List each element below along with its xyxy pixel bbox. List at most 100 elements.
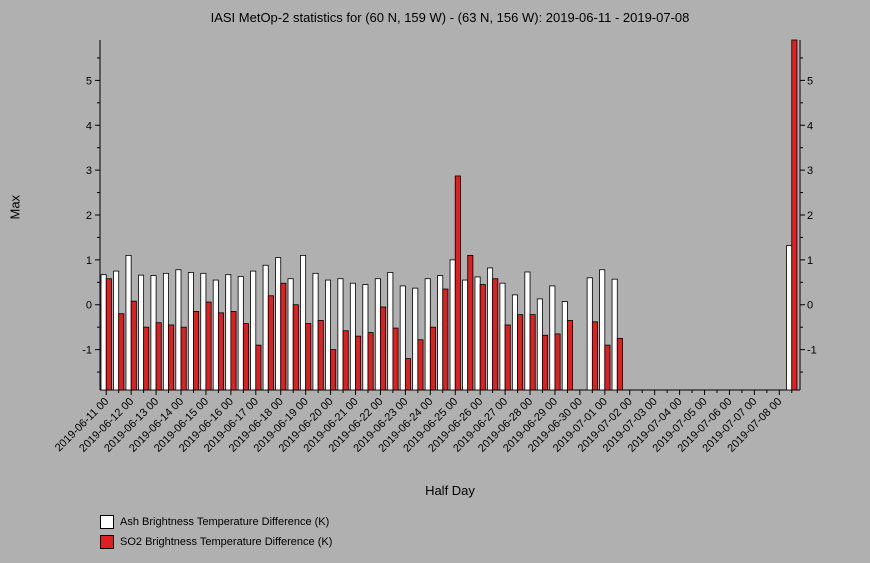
ash-bar bbox=[262, 264, 269, 391]
ash-bar bbox=[449, 259, 456, 391]
so2-bar bbox=[392, 327, 399, 391]
so2-bar bbox=[218, 312, 225, 391]
so2-bar bbox=[230, 311, 237, 391]
y-tick-label-left: 0 bbox=[86, 300, 92, 312]
so2-bar bbox=[155, 322, 162, 391]
ash-bar bbox=[561, 301, 568, 391]
ash-bar bbox=[150, 275, 157, 391]
ash-bar bbox=[125, 254, 132, 391]
ash-bar bbox=[549, 285, 556, 391]
so2-bar bbox=[529, 314, 536, 391]
ash-bar bbox=[324, 279, 331, 391]
so2-bar bbox=[517, 314, 524, 391]
so2-bar bbox=[591, 321, 598, 391]
y-tick-label-left: 4 bbox=[86, 120, 92, 132]
ash-bar bbox=[437, 275, 444, 391]
x-axis-label: Half Day bbox=[425, 483, 475, 498]
so2-bar bbox=[330, 349, 337, 391]
ash-bar bbox=[786, 245, 793, 391]
so2-bar bbox=[292, 304, 299, 391]
ash-bar bbox=[412, 287, 419, 391]
so2-bar bbox=[280, 282, 287, 391]
legend-item-ash: Ash Brightness Temperature Difference (K… bbox=[100, 512, 332, 532]
ash-bar bbox=[399, 285, 406, 391]
y-tick-label-left: 3 bbox=[86, 165, 92, 177]
ash-bar bbox=[462, 279, 469, 391]
ash-bar bbox=[487, 267, 494, 391]
ash-bar bbox=[162, 272, 169, 391]
legend-swatch-so2 bbox=[100, 535, 114, 549]
y-tick-label-right: 5 bbox=[807, 75, 813, 87]
ash-bar bbox=[275, 257, 282, 391]
legend-swatch-ash bbox=[100, 515, 114, 529]
ash-bar bbox=[287, 278, 294, 391]
legend-item-so2: SO2 Brightness Temperature Difference (K… bbox=[100, 532, 332, 552]
ash-bar bbox=[337, 278, 344, 391]
ash-bar bbox=[424, 278, 431, 391]
so2-bar bbox=[355, 335, 362, 391]
so2-bar bbox=[105, 278, 112, 391]
ash-bar bbox=[312, 272, 319, 391]
ash-bar bbox=[474, 276, 481, 391]
so2-bar bbox=[130, 300, 137, 391]
so2-bar bbox=[467, 254, 474, 391]
legend: Ash Brightness Temperature Difference (K… bbox=[100, 512, 332, 552]
so2-bar bbox=[479, 284, 486, 391]
ash-bar bbox=[511, 294, 518, 391]
ash-bar bbox=[611, 278, 618, 391]
so2-bar bbox=[305, 323, 312, 391]
y-tick-label-left: 2 bbox=[86, 210, 92, 222]
so2-bar bbox=[791, 39, 798, 391]
so2-bar bbox=[616, 337, 623, 391]
ash-bar bbox=[225, 274, 232, 391]
so2-bar bbox=[429, 326, 436, 391]
so2-bar bbox=[417, 339, 424, 391]
ash-bar bbox=[100, 274, 107, 391]
so2-bar bbox=[454, 175, 461, 391]
y-tick-label-right: 0 bbox=[807, 300, 813, 312]
ash-bar bbox=[237, 276, 244, 391]
ash-bar bbox=[524, 271, 531, 391]
so2-bar bbox=[542, 334, 549, 391]
ash-bar bbox=[175, 269, 182, 391]
so2-bar bbox=[567, 320, 574, 391]
ash-bar bbox=[586, 277, 593, 391]
so2-bar bbox=[504, 324, 511, 391]
legend-label-so2: SO2 Brightness Temperature Difference (K… bbox=[120, 536, 333, 548]
ash-bar bbox=[138, 274, 145, 391]
ash-bar bbox=[200, 272, 207, 391]
so2-bar bbox=[205, 301, 212, 391]
y-tick-label-right: -1 bbox=[807, 345, 817, 357]
ash-bar bbox=[374, 278, 381, 391]
ash-bar bbox=[599, 269, 606, 391]
so2-bar bbox=[143, 326, 150, 391]
so2-bar bbox=[442, 288, 449, 391]
so2-bar bbox=[118, 313, 125, 391]
y-tick-label-right: 4 bbox=[807, 120, 813, 132]
ash-bar bbox=[536, 298, 543, 391]
ash-bar bbox=[187, 272, 194, 391]
so2-bar bbox=[255, 344, 262, 391]
ash-bar bbox=[113, 270, 120, 391]
so2-bar bbox=[168, 324, 175, 391]
so2-bar bbox=[367, 332, 374, 391]
so2-bar bbox=[554, 333, 561, 391]
ash-bar bbox=[250, 270, 257, 391]
ash-bar bbox=[212, 279, 219, 391]
so2-bar bbox=[604, 344, 611, 391]
so2-bar bbox=[342, 330, 349, 391]
ash-bar bbox=[499, 282, 506, 391]
so2-bar bbox=[267, 295, 274, 391]
y-tick-label-left: 1 bbox=[86, 255, 92, 267]
ash-bar bbox=[362, 284, 369, 391]
legend-label-ash: Ash Brightness Temperature Difference (K… bbox=[120, 516, 330, 528]
so2-bar bbox=[193, 311, 200, 391]
ash-bar bbox=[349, 282, 356, 391]
so2-bar bbox=[317, 320, 324, 391]
ash-bar bbox=[300, 254, 307, 391]
y-tick-label-left: -1 bbox=[82, 345, 92, 357]
ash-bar bbox=[387, 272, 394, 391]
so2-bar bbox=[492, 278, 499, 391]
so2-bar bbox=[242, 323, 249, 391]
